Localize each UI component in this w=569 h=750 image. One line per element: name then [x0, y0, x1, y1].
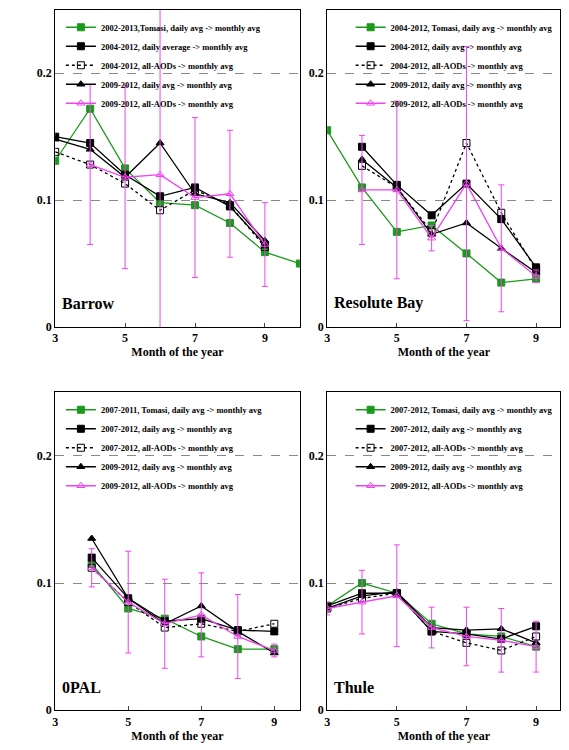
svg-text:2004-2012, Tomasi, daily avg -: 2004-2012, Tomasi, daily avg -> monthly …	[391, 23, 553, 33]
svg-text:0: 0	[46, 320, 52, 334]
svg-text:Month of the year: Month of the year	[131, 729, 224, 743]
svg-text:2002-2013,Tomasi, daily avg ->: 2002-2013,Tomasi, daily avg -> monthly a…	[101, 23, 261, 33]
svg-text:0.2: 0.2	[37, 449, 52, 463]
svg-text:9: 9	[533, 715, 539, 729]
svg-text:5: 5	[122, 331, 128, 345]
svg-text:3: 3	[52, 715, 58, 729]
svg-text:9: 9	[533, 331, 539, 345]
svg-text:2004-2012, daily average -> mo: 2004-2012, daily average -> monthly avg	[101, 42, 248, 52]
svg-text:2004-2012, all-AODs -> monthly: 2004-2012, all-AODs -> monthly avg	[391, 61, 524, 71]
svg-text:2007-2012, daily avg -> monthl: 2007-2012, daily avg -> monthly avg	[101, 424, 233, 434]
svg-text:9: 9	[271, 715, 277, 729]
svg-text:2009-2012, all-AODs -> monthly: 2009-2012, all-AODs -> monthly avg	[101, 99, 234, 109]
svg-text:3: 3	[324, 331, 330, 345]
svg-text:Barrow: Barrow	[62, 295, 115, 312]
svg-text:2004-2012, daily avg -> monthl: 2004-2012, daily avg -> monthly avg	[391, 42, 523, 52]
svg-text:2009-2012, daily avg -> monthl: 2009-2012, daily avg -> monthly avg	[391, 80, 523, 90]
svg-text:7: 7	[192, 331, 198, 345]
svg-text:2007-2011, Tomasi, daily avg -: 2007-2011, Tomasi, daily avg -> monthly …	[101, 405, 262, 415]
svg-text:0.1: 0.1	[37, 193, 52, 207]
svg-text:2009-2012, daily avg -> monthl: 2009-2012, daily avg -> monthly avg	[101, 80, 233, 90]
svg-text:2007-2012, daily avg -> monthl: 2007-2012, daily avg -> monthly avg	[391, 424, 523, 434]
svg-text:2009-2012, all-AODs -> monthly: 2009-2012, all-AODs -> monthly avg	[391, 99, 524, 109]
svg-text:0.2: 0.2	[37, 66, 52, 80]
svg-text:0.1: 0.1	[37, 576, 52, 590]
svg-text:2007-2012, all-AODs -> monthly: 2007-2012, all-AODs -> monthly avg	[391, 443, 524, 453]
svg-text:2009-2012, all-AODs -> monthly: 2009-2012, all-AODs -> monthly avg	[101, 481, 234, 491]
svg-text:2004-2012, all-AODs -> monthly: 2004-2012, all-AODs -> monthly avg	[101, 61, 234, 71]
svg-text:0.2: 0.2	[309, 449, 324, 463]
svg-text:Month of the year: Month of the year	[398, 345, 491, 359]
svg-text:0.2: 0.2	[309, 66, 324, 80]
svg-text:0PAL: 0PAL	[62, 679, 101, 696]
svg-text:7: 7	[198, 715, 204, 729]
svg-text:Month of the year: Month of the year	[398, 729, 491, 743]
svg-text:3: 3	[324, 715, 330, 729]
svg-text:0: 0	[318, 703, 324, 717]
svg-text:0.1: 0.1	[309, 193, 324, 207]
svg-text:7: 7	[463, 331, 469, 345]
svg-text:0: 0	[46, 703, 52, 717]
svg-text:Month of the year: Month of the year	[131, 345, 224, 359]
svg-text:2007-2012, all-AODs -> monthly: 2007-2012, all-AODs -> monthly avg	[101, 443, 234, 453]
svg-text:5: 5	[394, 331, 400, 345]
svg-text:0.1: 0.1	[309, 576, 324, 590]
svg-text:5: 5	[125, 715, 131, 729]
svg-text:2009-2012, daily avg -> monthl: 2009-2012, daily avg -> monthly avg	[101, 462, 233, 472]
svg-text:Resolute Bay: Resolute Bay	[334, 294, 423, 312]
svg-text:2009-2012, all-AODs -> monthly: 2009-2012, all-AODs -> monthly avg	[391, 481, 524, 491]
svg-text:Thule: Thule	[334, 679, 374, 696]
svg-text:0: 0	[318, 320, 324, 334]
svg-text:7: 7	[463, 715, 469, 729]
svg-text:2009-2012, daily avg -> monthl: 2009-2012, daily avg -> monthly avg	[391, 462, 523, 472]
svg-text:3: 3	[52, 331, 58, 345]
svg-text:2007-2012, Tomasi, daily avg -: 2007-2012, Tomasi, daily avg -> monthly …	[391, 405, 553, 415]
svg-text:5: 5	[394, 715, 400, 729]
svg-text:9: 9	[262, 331, 268, 345]
